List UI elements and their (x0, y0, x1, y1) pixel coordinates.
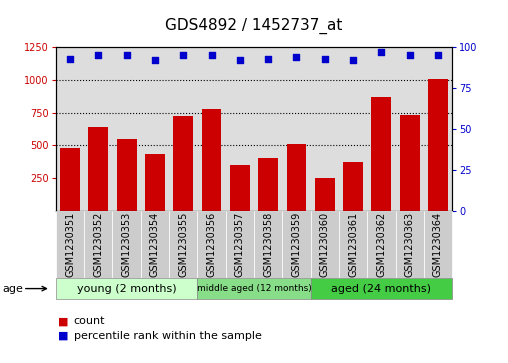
Bar (60, 148, 80, 211)
Text: aged (24 months): aged (24 months) (331, 284, 431, 294)
Text: young (2 months): young (2 months) (77, 284, 176, 294)
Text: GSM1230361: GSM1230361 (348, 212, 358, 277)
Text: GSM1230359: GSM1230359 (292, 212, 301, 277)
Text: GSM1230356: GSM1230356 (207, 212, 216, 277)
Point (94, 52, 103, 58)
Point (122, 52, 131, 58)
Point (293, 54, 301, 60)
Point (377, 49, 386, 55)
Text: ■: ■ (58, 316, 69, 326)
Text: GSM1230360: GSM1230360 (320, 212, 330, 277)
Point (434, 52, 442, 58)
Text: GSM1230352: GSM1230352 (93, 211, 103, 277)
Bar (287, 144, 306, 211)
Point (405, 52, 414, 58)
Text: GSM1230351: GSM1230351 (65, 212, 75, 277)
Text: GDS4892 / 1452737_at: GDS4892 / 1452737_at (165, 18, 343, 34)
Text: GSM1230354: GSM1230354 (150, 212, 160, 277)
Bar (258, 158, 278, 211)
Text: GSM1230357: GSM1230357 (235, 211, 245, 277)
Text: GSM1230362: GSM1230362 (376, 212, 387, 277)
Text: middle aged (12 months): middle aged (12 months) (197, 284, 311, 293)
Text: ■: ■ (58, 331, 69, 341)
Bar (88, 127, 108, 211)
Text: GSM1230363: GSM1230363 (405, 212, 415, 277)
Text: age: age (3, 284, 23, 294)
Text: GSM1230364: GSM1230364 (433, 212, 443, 277)
Bar (202, 109, 221, 211)
Bar (371, 97, 391, 211)
Point (321, 56, 329, 61)
Bar (230, 165, 250, 211)
Point (207, 52, 215, 58)
Text: GSM1230353: GSM1230353 (121, 212, 132, 277)
Text: GSM1230358: GSM1230358 (263, 212, 273, 277)
Text: GSM1230355: GSM1230355 (178, 211, 188, 277)
Bar (400, 115, 420, 211)
Bar (315, 178, 335, 211)
Point (349, 57, 357, 63)
Point (179, 52, 187, 58)
Point (66, 56, 74, 61)
Point (264, 56, 272, 61)
Bar (173, 117, 193, 211)
Bar (145, 154, 165, 211)
Text: percentile rank within the sample: percentile rank within the sample (74, 331, 262, 341)
Bar (343, 162, 363, 211)
Bar (117, 139, 137, 211)
Point (236, 57, 244, 63)
Bar (428, 78, 448, 211)
Point (151, 57, 159, 63)
Text: count: count (74, 316, 105, 326)
